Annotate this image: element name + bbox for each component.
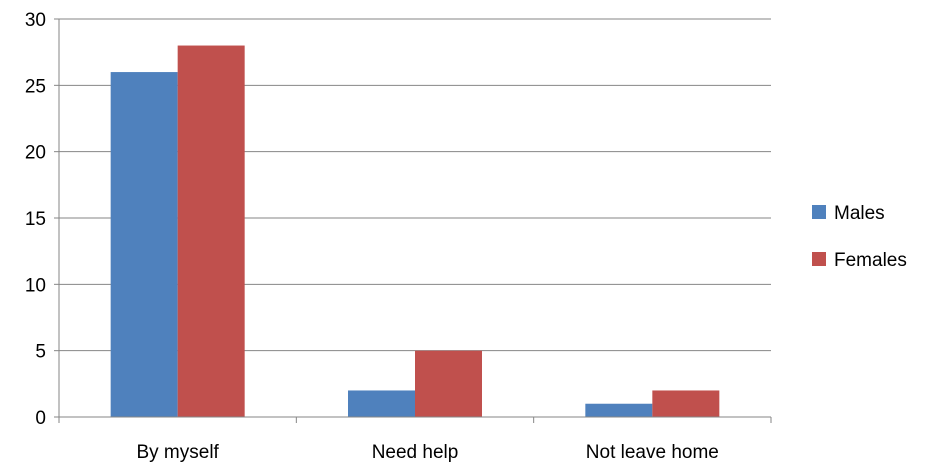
legend: Males Females: [812, 203, 907, 271]
y-tick-label: 5: [35, 342, 46, 363]
bar-females-3: [652, 390, 720, 417]
x-category-label: Need help: [372, 442, 459, 463]
legend-swatch-females: [812, 252, 826, 266]
y-tick-label: 20: [25, 143, 46, 164]
y-tick-label: 15: [25, 209, 46, 230]
bar-males-2: [348, 390, 415, 417]
legend-swatch-males: [812, 205, 826, 219]
legend-label-males: Males: [834, 203, 885, 224]
bars: [110, 45, 720, 418]
y-tick-label: 10: [25, 275, 46, 296]
bar-females-1: [177, 45, 245, 418]
x-category-label: Not leave home: [586, 442, 719, 463]
legend-label-females: Females: [834, 250, 907, 271]
x-category-labels: By myself Need help Not leave home: [136, 442, 718, 463]
y-tick-label: 25: [25, 76, 46, 97]
bar-males-3: [585, 403, 653, 417]
axes: [54, 18, 772, 423]
y-tick-label: 0: [35, 408, 46, 429]
y-tick-label: 30: [25, 10, 46, 31]
bar-females-2: [415, 350, 482, 417]
y-tick-labels: 0 5 10 15 20 25 30: [25, 10, 46, 429]
x-category-label: By myself: [136, 442, 219, 463]
bar-males-1: [110, 72, 178, 418]
